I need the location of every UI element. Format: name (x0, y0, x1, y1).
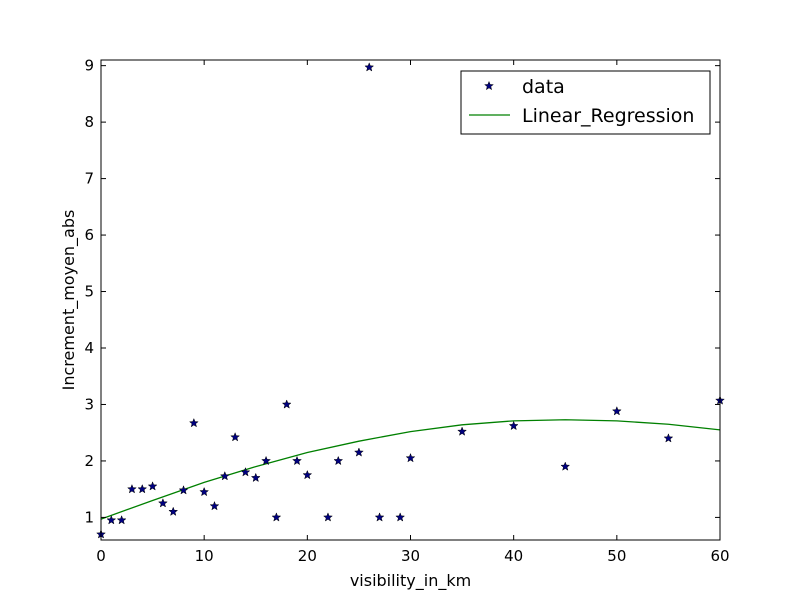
data-point (271, 512, 282, 522)
y-tick-label: 3 (84, 395, 94, 413)
x-tick-label: 0 (96, 547, 106, 565)
y-tick-label: 6 (84, 226, 94, 244)
plot-marks (96, 62, 725, 539)
y-tick-label: 8 (84, 113, 94, 131)
data-point (663, 433, 674, 443)
data-point (147, 481, 158, 491)
data-point (374, 512, 385, 522)
data-point (178, 485, 189, 495)
regression-line (100, 419, 721, 520)
data-point (250, 472, 261, 483)
data-point (261, 455, 272, 466)
x-tick-label: 50 (607, 547, 626, 565)
data-point (116, 515, 127, 525)
data-point (292, 455, 302, 466)
axis-ticks: 0 10 20 30 40 50 60 1 2 3 4 5 6 7 8 9 (84, 57, 729, 565)
data-point (137, 483, 148, 494)
data-point (219, 470, 230, 481)
data-point (560, 461, 571, 471)
x-tick-label: 30 (401, 547, 420, 565)
data-point (199, 486, 210, 497)
data-point (611, 406, 622, 416)
x-tick-label: 10 (195, 547, 214, 565)
x-tick-label: 60 (710, 547, 729, 565)
data-point (281, 399, 292, 409)
data-point (230, 432, 241, 442)
y-tick-label: 2 (84, 452, 94, 470)
y-tick-label: 7 (84, 170, 94, 188)
data-point (508, 420, 519, 431)
data-point (353, 447, 364, 457)
data-point (209, 500, 220, 511)
data-point (157, 498, 168, 508)
data-point (405, 452, 416, 463)
y-tick-label: 9 (84, 57, 94, 75)
data-point (302, 469, 313, 480)
y-axis-label: Increment_moyen_abs (59, 210, 79, 391)
y-tick-label: 4 (84, 339, 94, 357)
y-tick-label: 1 (84, 508, 94, 526)
data-point (323, 512, 333, 522)
data-point (240, 467, 251, 477)
x-tick-label: 20 (298, 547, 317, 565)
y-tick-label: 5 (84, 283, 94, 301)
data-point (364, 62, 375, 72)
legend-box (460, 70, 711, 135)
legend: data Linear_Regression (460, 70, 711, 135)
data-point (168, 506, 179, 516)
data-point (395, 512, 406, 522)
data-point (126, 483, 137, 494)
legend-regression-label: Linear_Regression (522, 105, 694, 127)
x-tick-label: 40 (504, 547, 523, 565)
data-point (188, 417, 199, 428)
x-axis-label: visibility_in_km (350, 571, 471, 591)
legend-data-marker (484, 80, 494, 91)
legend-data-label: data (522, 76, 565, 98)
data-point (333, 455, 344, 466)
data-point (457, 426, 468, 436)
data-point (106, 515, 117, 525)
